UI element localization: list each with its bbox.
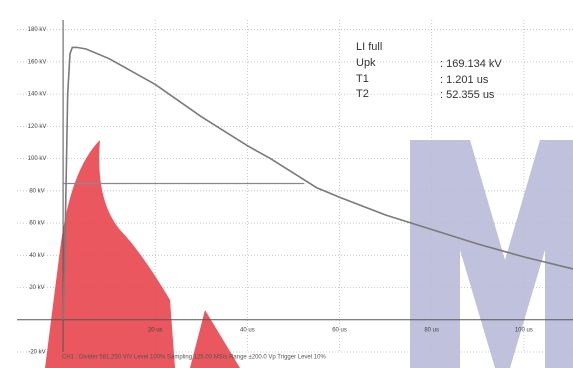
y-tick-label: 100 kV	[28, 156, 47, 162]
watermark-m	[410, 140, 573, 368]
annotation-label: Upk	[356, 57, 376, 69]
watermark	[45, 140, 573, 368]
line	[62, 46, 573, 320]
x-tick-label: 80 us	[424, 328, 439, 334]
y-tick-label: 180 kV	[28, 27, 47, 33]
y-tick-label: 20 kV	[29, 285, 44, 291]
y-tick-label: 160 kV	[28, 59, 47, 65]
annotation-label: T1	[356, 73, 369, 85]
y-tick-label: 80 kV	[29, 188, 44, 194]
y-tick-label: 40 kV	[29, 253, 44, 259]
y-tick-label: 140 kV	[28, 92, 47, 98]
y-tick-label: 120 kV	[28, 124, 47, 130]
y-tick-label: -20 kV	[28, 350, 45, 356]
x-tick-label: 60 us	[332, 328, 347, 334]
annotation-label: T2	[356, 88, 369, 100]
x-tick-label: 100 us	[515, 328, 533, 334]
x-tick-label: 40 us	[240, 328, 255, 334]
x-tick-label: 20 us	[148, 328, 163, 334]
y-tick-label: 60 kV	[29, 221, 44, 227]
annotation-value: : 169.134 kV	[440, 58, 502, 70]
annotation-title: LI full	[356, 41, 382, 53]
annotation-value: : 52.355 us	[440, 89, 495, 101]
watermark-flame	[45, 140, 175, 368]
watermark-flame	[190, 310, 240, 368]
annotation-value: : 1.201 us	[440, 74, 489, 86]
footer: CH1 : Divider 581.250 V/V Level 100% Sam…	[62, 355, 326, 361]
